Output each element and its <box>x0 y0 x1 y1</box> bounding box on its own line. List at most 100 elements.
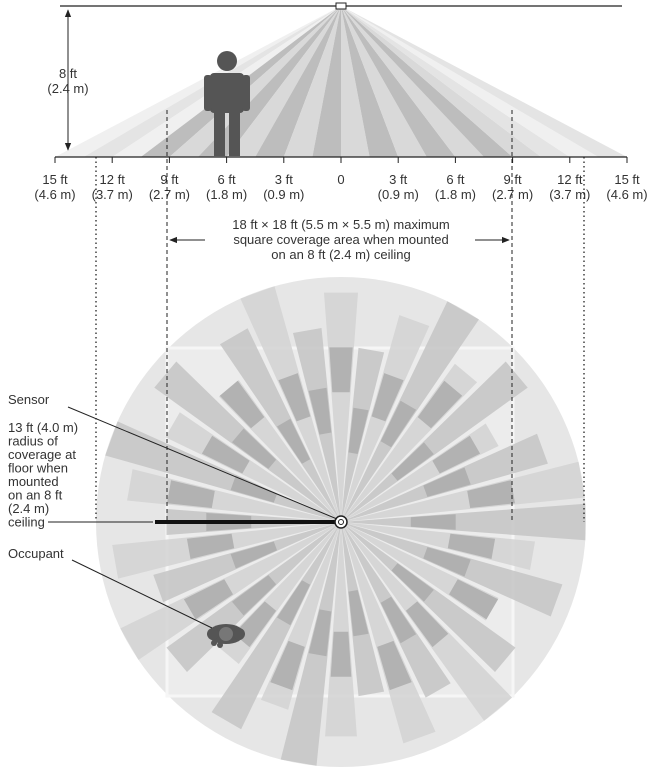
coverage-dense <box>167 480 215 508</box>
coverage-wedge <box>165 412 341 522</box>
coverage-wedge <box>341 522 516 672</box>
coverage-wedge <box>341 461 585 522</box>
tick-label-m: (1.8 m) <box>206 187 247 202</box>
coverage-dense <box>377 640 412 691</box>
coverage-wedge <box>127 469 341 522</box>
coverage-dense <box>391 442 434 481</box>
radius-callout: on an 8 ft <box>8 488 63 503</box>
person <box>204 51 250 156</box>
coverage-dense <box>308 609 332 657</box>
fan-wedge <box>283 6 341 157</box>
radius-callout: 13 ft (4.0 m) <box>8 420 78 435</box>
tick-label-m: (0.9 m) <box>263 187 304 202</box>
coverage-dense <box>391 563 434 602</box>
coverage-dense <box>417 380 463 429</box>
tick-label-m: (3.7 m) <box>92 187 133 202</box>
coverage-dense <box>308 387 332 435</box>
sensor-side <box>335 2 347 10</box>
tick-label-ft: 15 ft <box>42 172 68 187</box>
coverage-note: on an 8 ft (2.4 m) ceiling <box>271 247 410 262</box>
tick-label-ft: 12 ft <box>100 172 126 187</box>
radius-callout: floor when <box>8 461 68 476</box>
coverage-dense <box>230 541 277 569</box>
radius-callout: mounted <box>8 474 59 489</box>
coverage-dense <box>467 480 515 508</box>
radius-callout: coverage at <box>8 447 76 462</box>
coverage-dense <box>348 590 369 637</box>
coverage-wedge <box>341 522 535 570</box>
coverage-dense <box>232 575 277 616</box>
coverage-dense <box>371 373 404 422</box>
coverage-dense <box>432 435 481 474</box>
side-view-fan <box>55 6 627 157</box>
tick-label-ft: 0 <box>337 172 344 187</box>
coverage-dense <box>330 631 352 677</box>
coverage-dense <box>277 580 311 626</box>
occupant-icon <box>207 624 245 648</box>
tick-label-ft: 3 ft <box>275 172 293 187</box>
coverage-dense <box>380 596 417 644</box>
occupant-callout: Occupant <box>8 546 64 561</box>
coverage-dense <box>183 579 233 620</box>
coverage-wedge <box>325 522 357 737</box>
coverage-wedge <box>280 522 341 766</box>
coverage-dense <box>270 640 305 691</box>
coverage-wedge <box>112 522 341 579</box>
height-m: (2.4 m) <box>47 81 88 96</box>
coverage-wedge <box>341 522 385 697</box>
tick-label-m: (3.7 m) <box>549 187 590 202</box>
tick-label-ft: 9 ft <box>160 172 178 187</box>
coverage-note: 18 ft × 18 ft (5.5 m × 5.5 m) maximum <box>232 217 449 232</box>
tick-label-m: (0.9 m) <box>378 187 419 202</box>
tick-label-m: (4.6 m) <box>606 187 647 202</box>
coverage-dense <box>278 373 311 422</box>
radius-callout: (2.4 m) <box>8 501 49 516</box>
fan-wedge <box>169 6 341 157</box>
fan-wedge <box>140 6 341 157</box>
fan-wedge <box>226 6 341 157</box>
tick-label-ft: 15 ft <box>614 172 640 187</box>
sensor-top-inner <box>338 519 344 525</box>
coverage-wedge <box>341 503 586 541</box>
sensor-callout: Sensor <box>8 392 50 407</box>
coverage-dense <box>423 467 471 497</box>
tick-label-ft: 12 ft <box>557 172 583 187</box>
tick-label-ft: 9 ft <box>504 172 522 187</box>
tick-label-ft: 6 ft <box>446 172 464 187</box>
coverage-dense <box>201 435 250 474</box>
sensor-top <box>334 515 348 529</box>
coverage-wedge <box>341 522 436 744</box>
leaders <box>48 406 338 629</box>
tick-label-ft: 3 ft <box>389 172 407 187</box>
height-ft: 8 ft <box>59 66 77 81</box>
radius-callout: radius of <box>8 434 58 449</box>
tick-label-m: (4.6 m) <box>34 187 75 202</box>
fan-wedge <box>255 6 341 157</box>
tick-label-m: (2.7 m) <box>149 187 190 202</box>
radius-callout: ceiling <box>8 515 45 530</box>
coverage-dense <box>405 601 449 648</box>
coverage-dense <box>449 579 499 620</box>
fan-wedge <box>312 6 341 157</box>
note-bg <box>205 216 475 262</box>
tick-label-m: (1.8 m) <box>435 187 476 202</box>
coverage-note: square coverage area when mounted <box>233 232 448 247</box>
fan-wedge <box>341 6 456 157</box>
fan-wedge <box>55 6 341 157</box>
coverage-dense <box>230 475 277 503</box>
coverage-dense <box>410 514 456 530</box>
coverage-dense <box>447 533 496 559</box>
tick-label-m: (2.7 m) <box>492 187 533 202</box>
coverage-wedge <box>341 347 385 522</box>
coverage-wedge <box>211 522 341 730</box>
coverage-dense <box>348 407 369 454</box>
coverage-dense <box>329 347 353 393</box>
coverage-wedge <box>341 361 528 522</box>
coverage-dense <box>232 428 277 469</box>
fan-wedge <box>341 6 627 157</box>
coverage-dense <box>219 380 265 429</box>
coverage-dense <box>277 418 311 464</box>
coverage-wedge <box>293 328 341 522</box>
coverage-dense <box>186 533 235 559</box>
